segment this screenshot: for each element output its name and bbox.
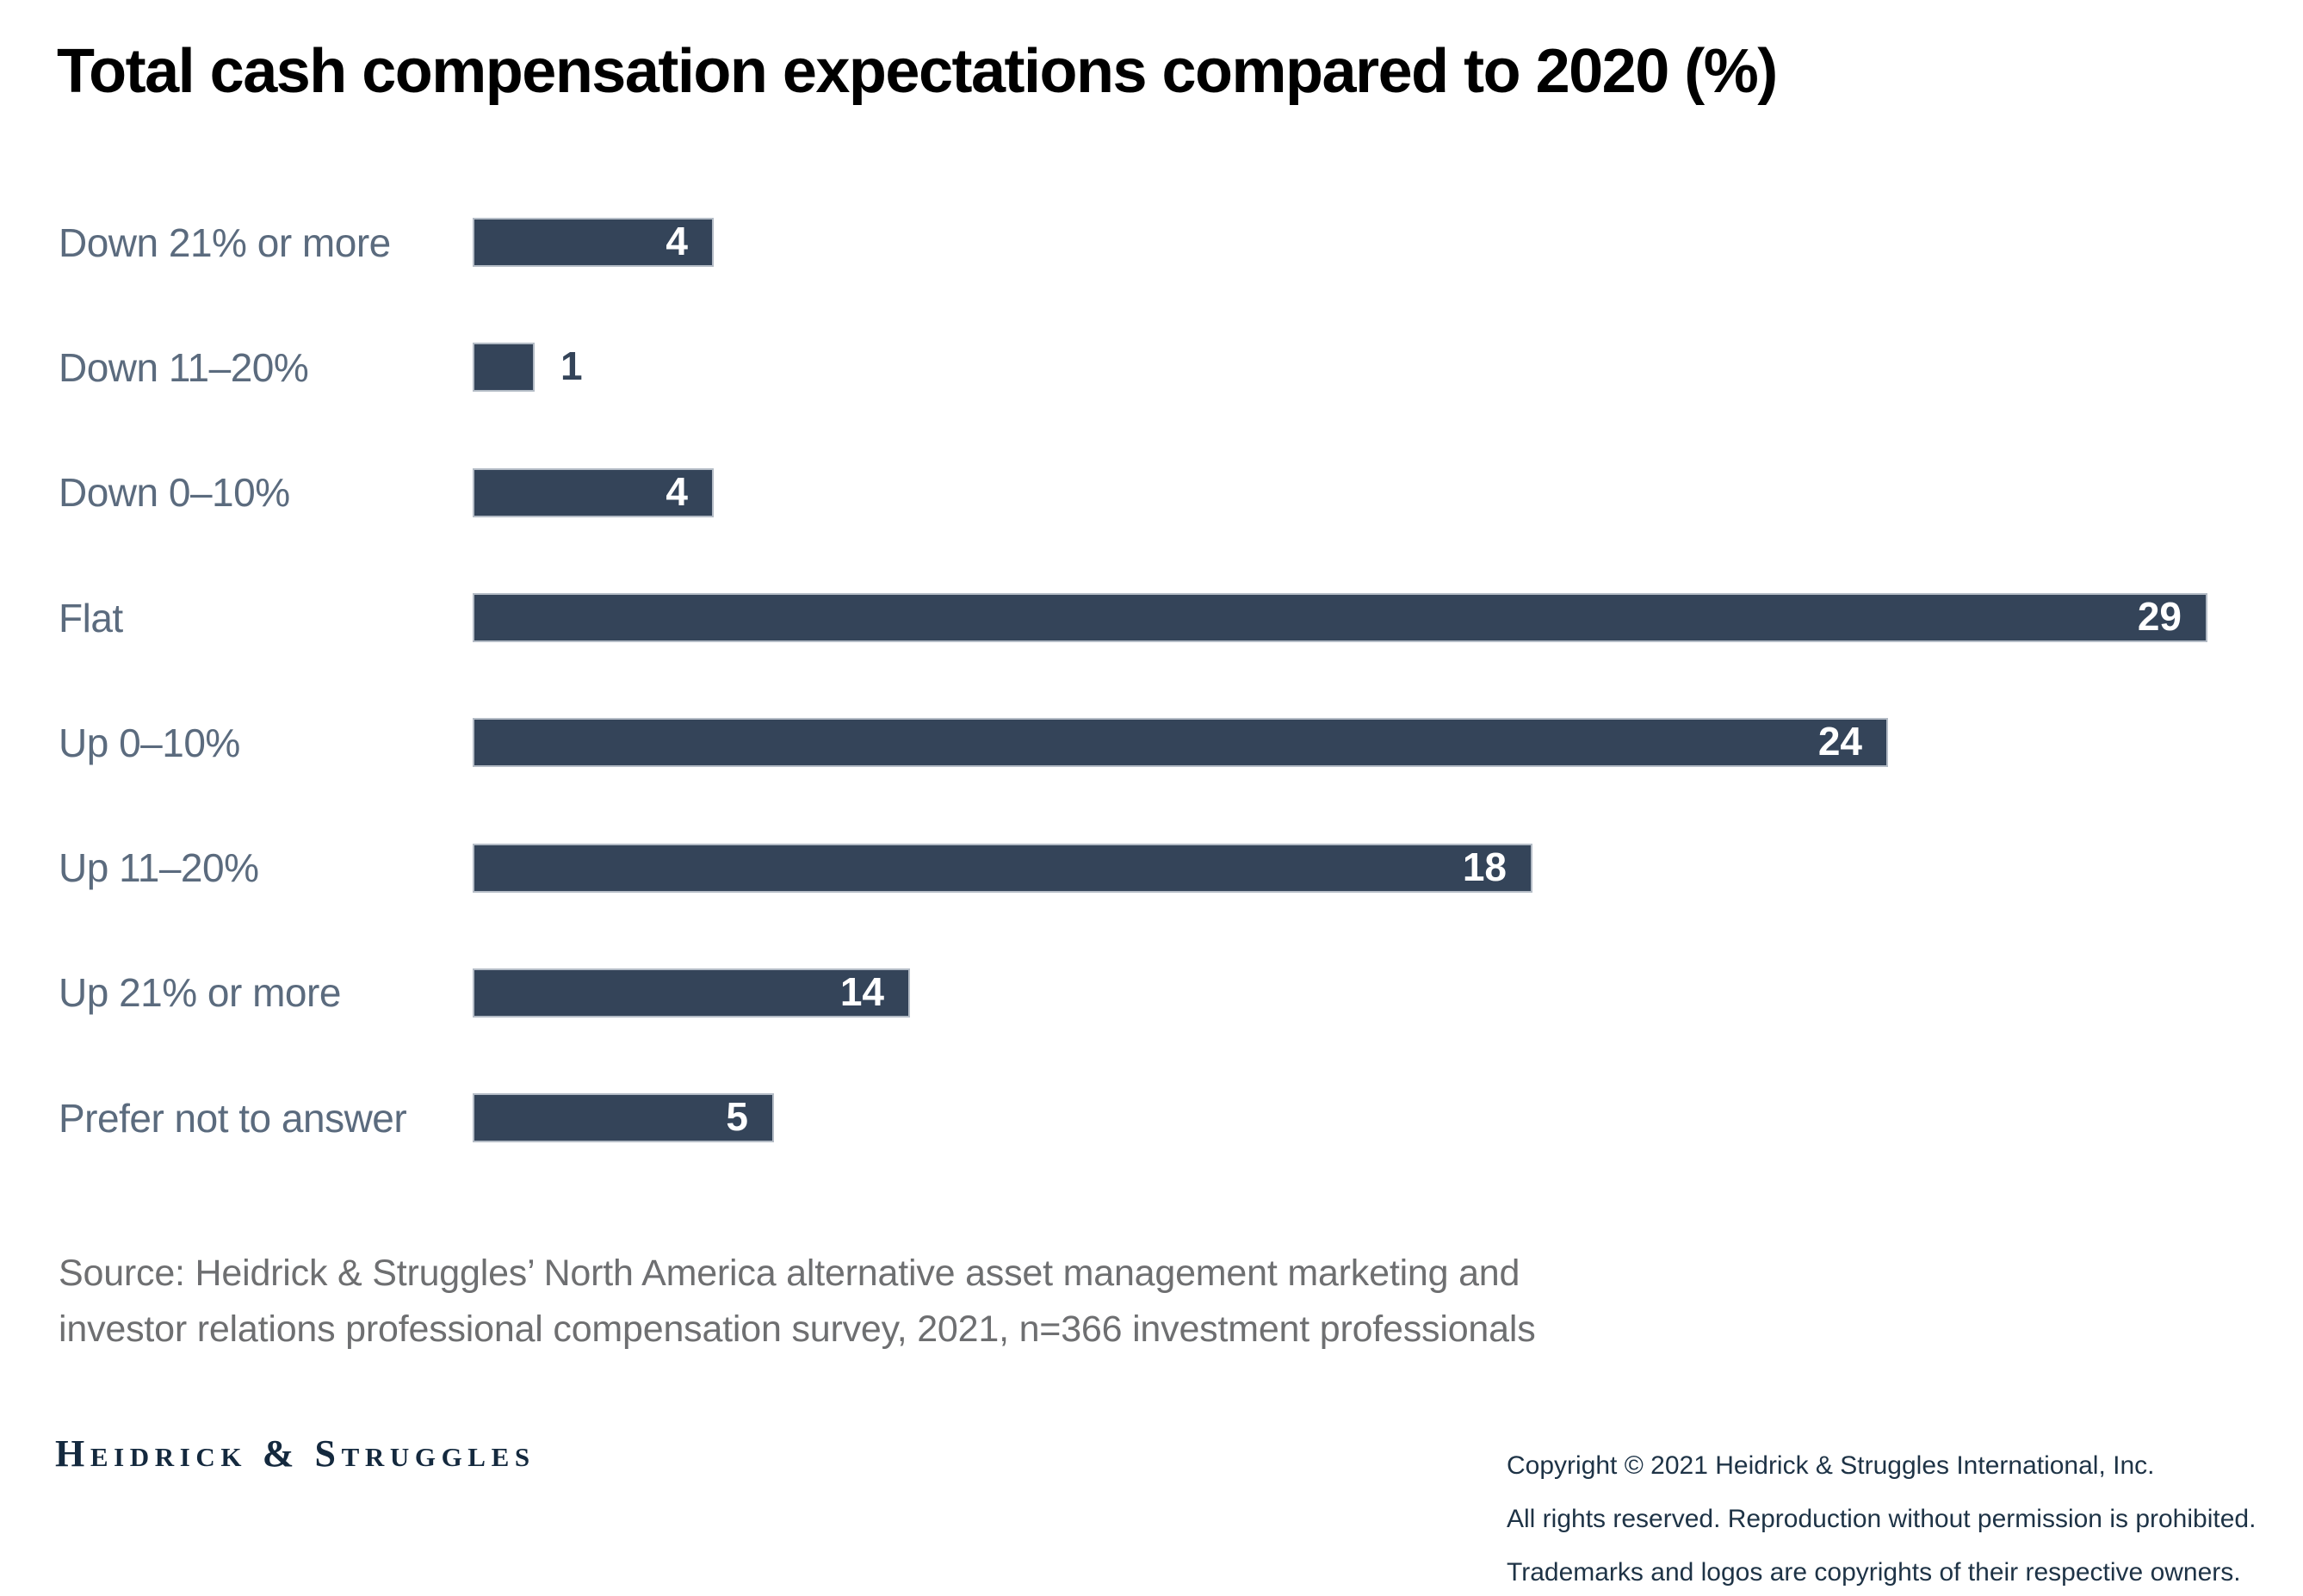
chart-row: Up 0–10% 24: [59, 680, 2263, 805]
bar-flat: 29: [473, 593, 2207, 643]
value-label: 18: [1462, 844, 1507, 889]
copyright-line-1: Copyright © 2021 Heidrick & Struggles In…: [1507, 1451, 2155, 1480]
chart-row: Up 21% or more 14: [59, 931, 2263, 1055]
bar-down-21-or-more: 4: [473, 218, 714, 268]
category-label: Down 11–20%: [59, 344, 309, 390]
chart-row: Down 11–20% 1: [59, 305, 2263, 430]
category-label: Flat: [59, 595, 123, 640]
chart-row: Up 11–20% 18: [59, 805, 2263, 930]
category-label: Up 11–20%: [59, 845, 259, 891]
value-label: 29: [2137, 594, 2182, 640]
category-label: Down 21% or more: [59, 220, 391, 265]
chart-row: Down 0–10% 4: [59, 430, 2263, 555]
bar-chart: Down 21% or more 4 Down 11–20% 1 Down 0–…: [59, 180, 2263, 1180]
category-label: Up 0–10%: [59, 720, 240, 765]
heidrick-struggles-logo: Heidrick & Struggles: [55, 1432, 536, 1475]
category-label: Up 21% or more: [59, 970, 341, 1016]
source-line-1: Source: Heidrick & Struggles’ North Amer…: [59, 1253, 1520, 1294]
copyright-line-3: Trademarks and logos are copyrights of t…: [1507, 1558, 2241, 1587]
chart-title: Total cash compensation expectations com…: [57, 37, 1778, 106]
chart-row: Down 21% or more 4: [59, 180, 2263, 305]
bar-up-0-10: 24: [473, 718, 1888, 768]
chart-row: Flat 29: [59, 555, 2263, 680]
copyright-notice: Copyright © 2021 Heidrick & Struggles In…: [1507, 1439, 2256, 1596]
source-line-2: investor relations professional compensa…: [59, 1308, 1536, 1350]
chart-row: Prefer not to answer 5: [59, 1055, 2263, 1180]
bar-up-11-20: 18: [473, 843, 1532, 893]
value-label: 1: [560, 343, 583, 389]
bar-prefer-not-to-answer: 5: [473, 1093, 774, 1143]
source-note: Source: Heidrick & Struggles’ North Amer…: [59, 1246, 1536, 1358]
bar-down-0-10: 4: [473, 467, 714, 517]
category-label: Down 0–10%: [59, 470, 290, 516]
value-label: 4: [666, 219, 688, 264]
value-label: 14: [839, 968, 884, 1014]
value-label: 5: [726, 1094, 748, 1140]
bar-down-11-20: 1: [473, 343, 583, 393]
category-label: Prefer not to answer: [59, 1095, 407, 1141]
copyright-line-2: All rights reserved. Reproduction withou…: [1507, 1505, 2257, 1533]
value-label: 24: [1817, 719, 1862, 764]
value-label: 4: [666, 468, 688, 514]
bar-up-21-or-more: 14: [473, 968, 910, 1018]
